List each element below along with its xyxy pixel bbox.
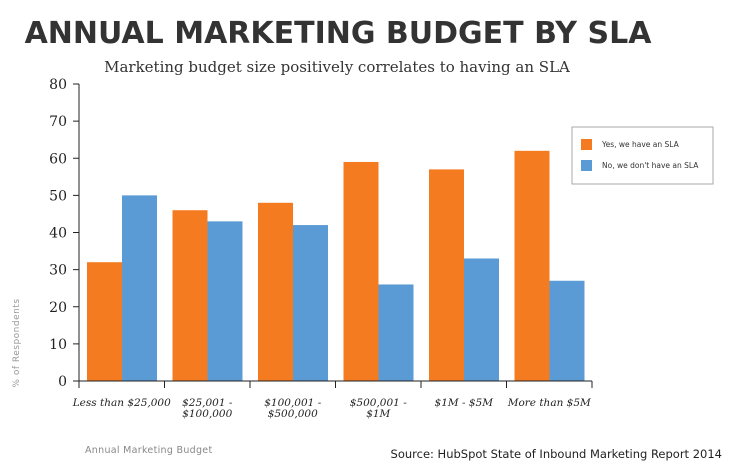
x-axis-label: Annual Marketing Budget	[85, 445, 212, 456]
bars	[87, 150, 585, 381]
y-tick-label: 40	[49, 226, 67, 242]
y-tick-label: 0	[58, 374, 67, 390]
y-axis: 0 10 20 30 40 50 60 70 80	[49, 77, 80, 390]
x-category-label: $500,001 -$1M	[350, 397, 407, 420]
y-tick-label: 20	[49, 300, 67, 316]
y-tick-label: 50	[49, 188, 67, 204]
bar-no	[378, 284, 414, 381]
chart-title: ANNUAL MARKETING BUDGET BY SLA	[25, 16, 653, 51]
bar-no	[293, 225, 328, 381]
x-category-label: $25,001 -$100,000	[182, 397, 233, 420]
y-tick-label: 30	[49, 263, 67, 279]
bar-yes	[514, 150, 550, 381]
bar-yes	[343, 161, 379, 381]
legend-swatch-yes	[581, 139, 592, 150]
bar-yes	[258, 202, 293, 381]
legend-label-no: No, we don't have an SLA	[602, 161, 699, 170]
bar-no	[122, 195, 157, 381]
y-tick-label: 10	[49, 337, 67, 353]
y-tick-label: 80	[49, 77, 67, 93]
bar-yes	[429, 169, 464, 381]
bar-no	[549, 280, 585, 381]
bar-yes	[172, 210, 208, 381]
bar-no	[207, 221, 243, 381]
y-tick-label: 70	[49, 114, 67, 130]
legend-box	[571, 126, 714, 185]
legend: Yes, we have an SLA No, we don't have an…	[571, 126, 714, 185]
legend-swatch-no	[581, 160, 592, 171]
x-category-label: More than $5M	[507, 397, 591, 409]
source-note: Source: HubSpot State of Inbound Marketi…	[391, 447, 722, 461]
x-axis: Less than $25,000 $25,001 -$100,000 $100,0…	[72, 380, 593, 420]
chart-subtitle: Marketing budget size positively correla…	[104, 58, 570, 76]
y-axis-label: % of Respondents	[12, 298, 22, 387]
x-category-label: $100,001 -$500,000	[264, 397, 321, 420]
bar-yes	[87, 262, 122, 381]
x-category-label: $1M - $5M	[435, 397, 494, 409]
legend-label-yes: Yes, we have an SLA	[601, 140, 680, 149]
y-tick-label: 60	[49, 151, 67, 167]
x-category-label: Less than $25,000	[72, 397, 171, 409]
bar-no	[464, 258, 499, 381]
